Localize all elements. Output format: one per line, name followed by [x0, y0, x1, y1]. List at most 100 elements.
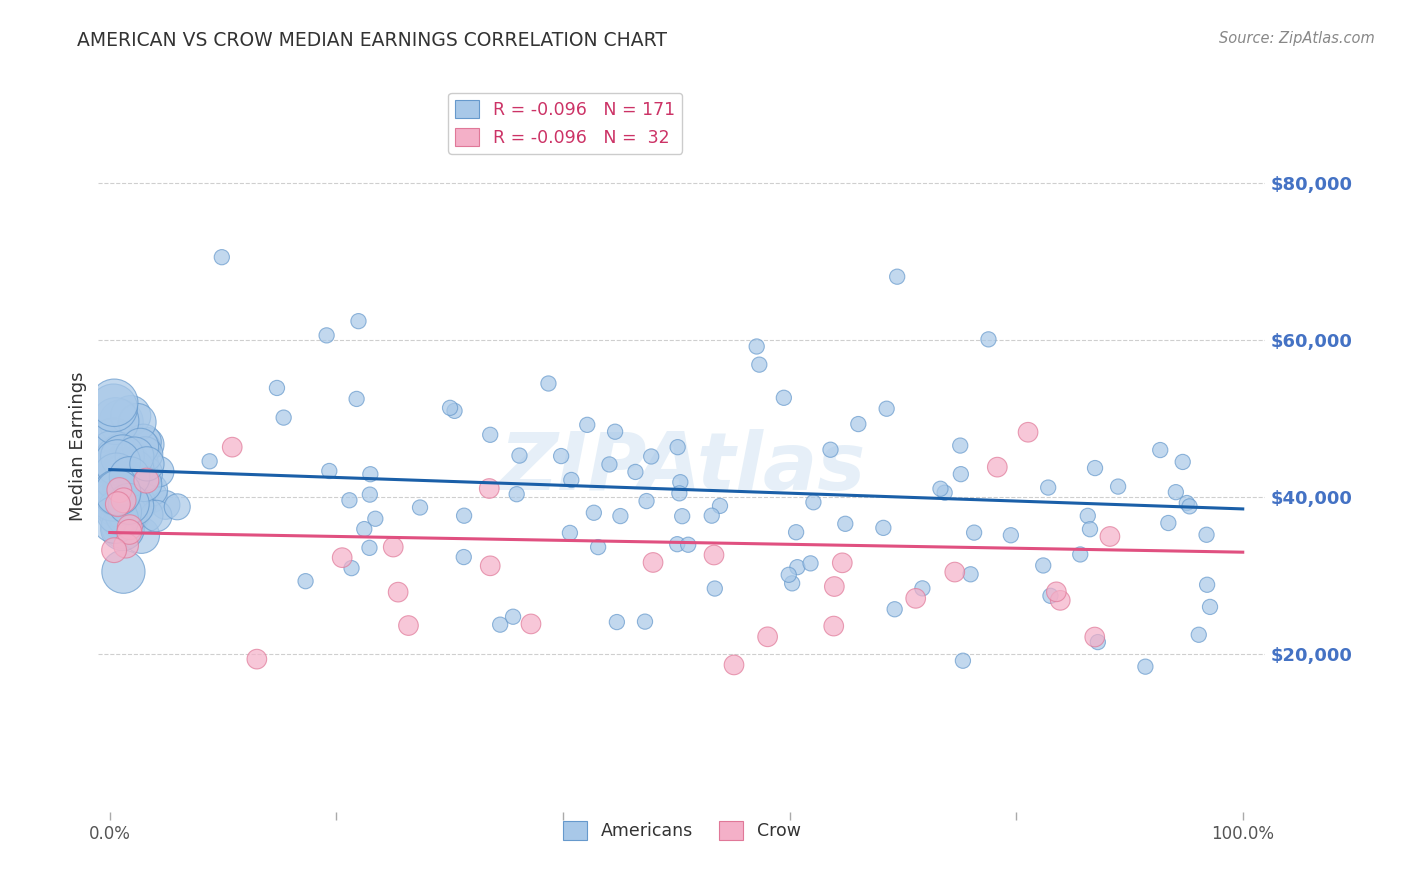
Point — [929, 482, 952, 496]
Point — [100, 436, 122, 450]
Point — [110, 451, 132, 466]
Text: AMERICAN VS CROW MEDIAN EARNINGS CORRELATION CHART: AMERICAN VS CROW MEDIAN EARNINGS CORRELA… — [77, 31, 668, 50]
Point — [318, 464, 340, 478]
Point — [1017, 425, 1039, 440]
Point — [1171, 455, 1194, 469]
Point — [576, 417, 599, 432]
Point — [118, 496, 141, 510]
Point — [785, 525, 807, 540]
Point — [127, 464, 149, 478]
Point — [101, 490, 124, 504]
Point — [398, 618, 420, 632]
Point — [118, 470, 141, 484]
Point — [166, 500, 188, 514]
Point — [114, 467, 136, 482]
Point — [502, 609, 524, 624]
Point — [666, 440, 689, 454]
Point — [624, 465, 647, 479]
Point — [108, 453, 131, 467]
Point — [131, 528, 153, 542]
Point — [107, 456, 129, 470]
Point — [111, 511, 134, 525]
Point — [1078, 522, 1101, 536]
Point — [118, 497, 141, 511]
Point — [834, 516, 856, 531]
Point — [359, 487, 381, 501]
Point — [104, 414, 127, 428]
Point — [110, 454, 132, 468]
Point — [669, 475, 692, 490]
Point — [108, 483, 131, 497]
Point — [134, 467, 156, 481]
Point — [640, 450, 662, 464]
Point — [155, 498, 177, 512]
Point — [911, 582, 934, 596]
Point — [104, 513, 127, 527]
Point — [132, 434, 155, 449]
Point — [505, 487, 527, 501]
Point — [135, 457, 157, 471]
Point — [107, 485, 129, 500]
Point — [745, 339, 768, 353]
Point — [127, 497, 149, 511]
Point — [1098, 529, 1121, 543]
Point — [359, 541, 381, 555]
Point — [453, 550, 475, 565]
Point — [266, 381, 288, 395]
Point — [110, 463, 132, 477]
Point — [330, 550, 353, 565]
Point — [636, 494, 658, 508]
Point — [315, 328, 337, 343]
Point — [641, 556, 664, 570]
Point — [110, 415, 132, 429]
Point — [603, 425, 626, 439]
Point — [786, 560, 808, 574]
Point — [1039, 589, 1062, 603]
Point — [1069, 548, 1091, 562]
Point — [1197, 578, 1219, 592]
Point — [1087, 635, 1109, 649]
Point — [904, 591, 927, 606]
Point — [1084, 630, 1107, 644]
Point — [118, 482, 141, 496]
Point — [340, 561, 363, 575]
Point — [1107, 479, 1129, 493]
Point — [118, 474, 141, 488]
Point — [1000, 528, 1022, 542]
Point — [107, 451, 129, 466]
Point — [1178, 500, 1201, 514]
Point — [115, 490, 138, 504]
Point — [134, 447, 156, 461]
Point — [560, 473, 582, 487]
Point — [634, 615, 657, 629]
Point — [1157, 516, 1180, 530]
Point — [112, 493, 135, 508]
Point — [111, 450, 134, 464]
Point — [703, 582, 725, 596]
Point — [883, 602, 905, 616]
Point — [246, 652, 269, 666]
Point — [949, 439, 972, 453]
Point — [676, 538, 699, 552]
Point — [122, 465, 145, 479]
Point — [135, 508, 157, 522]
Point — [105, 480, 128, 494]
Point — [606, 615, 628, 629]
Point — [127, 415, 149, 429]
Point — [772, 391, 794, 405]
Point — [489, 617, 512, 632]
Point — [135, 474, 157, 488]
Point — [963, 525, 986, 540]
Point — [886, 269, 908, 284]
Point — [124, 499, 146, 513]
Point — [101, 454, 124, 468]
Point — [115, 491, 138, 506]
Point — [453, 508, 475, 523]
Point — [799, 557, 821, 571]
Point — [748, 358, 770, 372]
Point — [803, 495, 825, 509]
Point — [1195, 528, 1218, 542]
Point — [135, 437, 157, 451]
Text: ZIPAtlas: ZIPAtlas — [499, 429, 865, 507]
Point — [479, 427, 502, 442]
